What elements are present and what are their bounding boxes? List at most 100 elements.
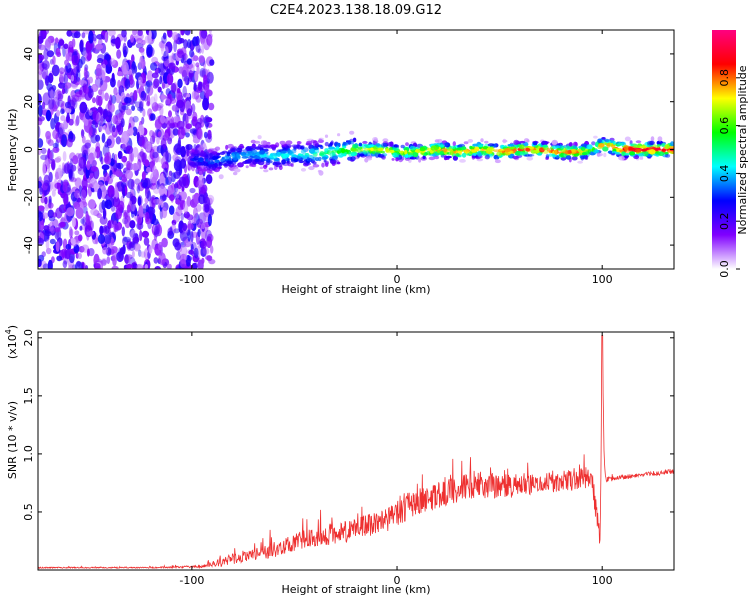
spectrogram-noise-blob [154,266,161,269]
colorbar-gradient [712,30,736,269]
spectrogram-noise-blob [207,129,212,140]
y-tick-label: 0 [22,146,35,153]
spectrogram-noise-blob [131,163,140,171]
spectrogram-ridge-blob [356,148,362,153]
spectrogram-ticks: -100 0 100 -40 -20 0 20 40 [22,30,674,286]
spectrogram-noise-blob [77,167,86,176]
spectrogram-ridge-blob [259,149,265,155]
spectrogram-noise-blob [57,164,63,178]
spectrogram-noise-blob [195,43,201,53]
spectrogram-noise-blob [114,224,119,232]
spectrogram-noise-blob [175,199,181,205]
spectrogram-ridge-blob [641,148,647,152]
spectrogram-noise-blob [132,126,138,137]
spectrogram-noise-blob [119,247,125,256]
spectrogram-ridge-blob [391,158,395,161]
spectrogram-noise-blob [80,128,85,139]
spectrogram-ridge-blob [578,148,581,153]
spectrogram-ridge-blob [352,137,357,143]
spectrogram-noise-blob [43,225,50,231]
spectrogram-noise-blob [166,120,171,131]
spectrogram-ridge-blob [409,156,417,160]
spectrogram-noise-blob [150,113,156,121]
spectrogram-noise-blob [115,186,119,199]
spectrogram-ridge-blob [469,146,476,150]
spectrogram-noise-blob [172,128,179,136]
spectrogram-noise-blob [134,178,141,185]
spectrogram-ridge-blob [352,144,359,149]
spectrogram-noise-blob [109,231,115,237]
spectrogram-noise-blob [133,261,138,269]
spectrogram-ridge-blob [533,150,540,153]
spectrogram-noise-blob [177,140,181,152]
spectrogram-noise-blob [142,182,148,188]
spectrogram-ridge-blob [274,162,281,165]
spectrogram-noise-blob [162,32,167,40]
spectrogram-ridge-blob [372,146,379,151]
spectrogram-ridge-blob [263,169,269,173]
spectrogram-noise-blob [186,58,192,65]
spectrogram-noise-blob [141,171,146,181]
spectrogram-noise-blob [140,251,146,258]
spectrogram-ridge-blob [532,141,538,146]
y-tick-label: 20 [22,95,35,109]
spectrogram-ridge-blob [648,149,656,155]
y-tick-label: -20 [22,188,35,206]
spectrogram-ridge-blob [227,143,234,149]
spectrogram-noise-blob [155,224,163,237]
spectrogram-noise-blob [194,70,199,83]
spectrogram-ridge-blob [241,156,249,159]
spectrogram-ridge-blob [602,146,609,152]
colorbar-tick-label: 0.6 [718,117,731,135]
spectrogram-noise-blob [51,181,55,190]
spectrogram-ridge-blob [240,151,247,156]
spectrogram-noise-blob [44,204,49,212]
spectrogram-ridge-blob [324,134,329,138]
spectrogram-ridge-blob [486,154,490,158]
spectrogram-ridge-blob [233,168,241,173]
spectrogram-noise-blob [167,30,173,38]
spectrogram-noise-blob [136,184,141,194]
spectrogram-noise-blob [147,85,154,96]
spectrogram-noise-blob [152,165,157,176]
spectrogram-noise-blob [141,116,145,125]
spectrogram-noise-blob [71,94,80,103]
spectrogram-noise-blob [140,50,145,56]
spectrogram-noise-blob [199,67,206,77]
spectrogram-ridge-blob [650,136,655,142]
spectrogram-noise-blob [57,93,63,100]
spectrogram-noise-blob [128,242,135,249]
spectrogram-ridge-blob [208,164,215,169]
spectrogram-noise-blob [48,72,54,84]
spectrogram-ridge-blob [422,155,426,160]
spectrogram-noise-blob [62,151,67,162]
spectrogram-noise-blob [68,264,75,269]
spectrogram-noise-blob [121,105,129,111]
spectrogram-noise-blob [123,49,127,58]
spectrogram-ridge-blob [264,144,271,149]
spectrogram-noise-blob [109,103,115,113]
spectrogram-noise-blob [111,94,117,104]
spectrogram-noise-blob [111,152,116,164]
spectrogram-noise-blob [64,59,70,66]
spectrogram-noise-blob [181,186,185,192]
spectrogram-noise-blob [115,208,123,220]
spectrogram-ridge-blob [530,146,534,150]
spectrogram-noise-blob [38,44,46,51]
spectrogram-ridge-blob [498,148,505,152]
spectrogram-noise-blob [104,31,109,43]
spectrogram-noise-blob [107,30,116,37]
spectrogram-ridge-blob [328,146,336,150]
spectrogram-ridge-blob [297,153,304,157]
spectrogram-ridge-blob [409,145,417,151]
spectrogram-noise-blob [125,108,132,116]
spectrogram-noise-blob [38,211,44,222]
spectrogram-noise-blob [189,187,196,194]
spectrogram-noise-blob [85,214,90,224]
spectrogram-noise-blob [58,82,66,89]
spectrogram-ridge-blob [404,153,409,159]
spectrogram-noise-blob [172,154,179,162]
spectrogram-noise-blob [55,47,61,56]
spectrogram-ridge-blob [320,145,324,149]
spectrogram-noise-blob [96,57,104,64]
